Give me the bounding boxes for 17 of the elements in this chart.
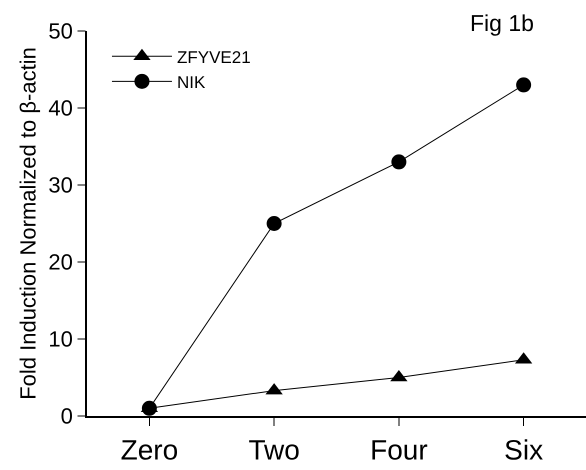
legend-label: ZFYVE21: [176, 48, 251, 67]
x-tick-label: Six: [504, 434, 544, 466]
y-tick-label: 30: [48, 172, 73, 198]
point: [516, 77, 532, 92]
x-tick-label: Four: [370, 434, 428, 466]
legend-label: NIK: [176, 72, 206, 92]
annotation: Fig 1b: [470, 10, 534, 36]
y-tick-label: 0: [60, 404, 73, 429]
y-tick-label: 40: [48, 96, 73, 121]
point: [391, 154, 406, 170]
x-tick-label: Zero: [120, 434, 178, 466]
x-tick-label: Two: [248, 434, 300, 466]
y-axis-title: Fold Induction Normalized to β-actin: [16, 47, 41, 400]
y-tick-label: 50: [48, 18, 73, 44]
y-tick-label: 10: [48, 326, 73, 352]
y-tick-label: 20: [48, 250, 73, 275]
point: [266, 216, 282, 231]
